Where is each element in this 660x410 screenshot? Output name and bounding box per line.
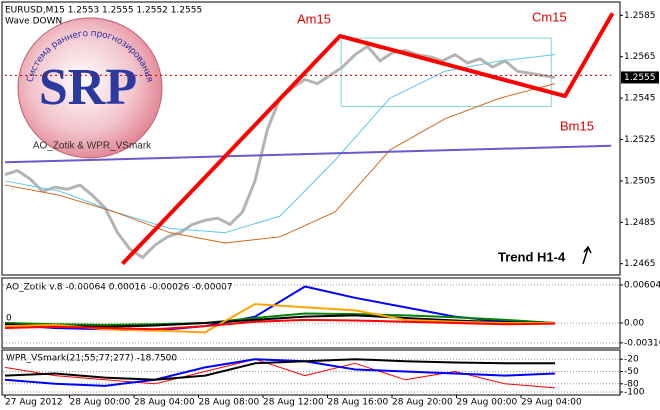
y-tick-label: 1.2485 <box>624 218 656 228</box>
x-tick-label: 29 Aug 00:00 <box>457 398 518 408</box>
series-line <box>4 314 556 328</box>
trend-arrow <box>582 245 592 265</box>
series-line <box>4 144 612 164</box>
x-tick-label: 28 Aug 00:00 <box>70 398 131 408</box>
y-tick-label: -50 <box>624 367 639 377</box>
chart-subtitle: Wave DOWN <box>5 17 62 27</box>
chart-title: EURUSD,M15 1.2553 1.2555 1.2552 1.2555 <box>5 6 202 16</box>
series-line <box>4 312 556 326</box>
series-line <box>4 358 555 381</box>
x-tick-label: 27 Aug 2012 <box>5 398 63 408</box>
ao-panel <box>1 277 621 349</box>
panel-title: AO_Zotik v.8 -0.00064 0.00016 -0.00026 -… <box>6 283 233 293</box>
y-tick-label: 1.2585 <box>624 11 656 21</box>
series-line <box>121 12 615 266</box>
y-tick-label: 1.2505 <box>624 176 656 186</box>
x-tick-label: 28 Aug 08:00 <box>199 398 260 408</box>
logo-disc <box>17 17 163 159</box>
y-tick-label: 1.2565 <box>624 52 656 62</box>
logo: Система раннего прогнозирования SRP AO_Z… <box>17 17 163 159</box>
logo-title: SRP <box>39 59 137 116</box>
y-tick-label: 0.00 <box>624 318 644 328</box>
panel-title: WPR_VSmark(21;55;77;277) -18.7500 <box>6 354 177 364</box>
y-tick-label: 1.2465 <box>624 259 656 269</box>
x-tick-label: 29 Aug 04:00 <box>521 398 582 408</box>
annotation: Am15 <box>297 11 331 26</box>
y-tick-label: 1.2525 <box>624 135 656 145</box>
y-tick-label: -80 <box>624 379 639 389</box>
y-tick-label: -20 <box>624 355 639 365</box>
range-box <box>340 37 552 107</box>
logo-credit: AO_Zotik & WPR_VSmark <box>33 141 152 152</box>
y-tick-label: 0.00604 <box>624 280 660 290</box>
price-tag <box>621 71 659 84</box>
y-tick-label: 1.2545 <box>624 94 656 104</box>
series-line <box>4 358 556 387</box>
series-line <box>4 83 556 244</box>
x-tick-label: 28 Aug 16:00 <box>328 398 389 408</box>
level-label: 0 <box>6 314 12 324</box>
annotation: Cm15 <box>532 9 567 24</box>
y-tick-label: -100 <box>624 388 645 398</box>
annotation: Bm15 <box>560 118 594 133</box>
price-panel <box>1 1 621 276</box>
series-line <box>4 318 556 331</box>
y-tick-label: -0.00316 <box>624 338 660 348</box>
annotation: Trend H1-4 <box>498 249 566 264</box>
x-tick-label: 28 Aug 12:00 <box>263 398 324 408</box>
x-tick-label: 28 Aug 04:00 <box>134 398 195 408</box>
x-tick-label: 28 Aug 20:00 <box>392 398 453 408</box>
wpr-panel <box>1 349 621 396</box>
price-tag-label: 1.2555 <box>624 73 656 83</box>
